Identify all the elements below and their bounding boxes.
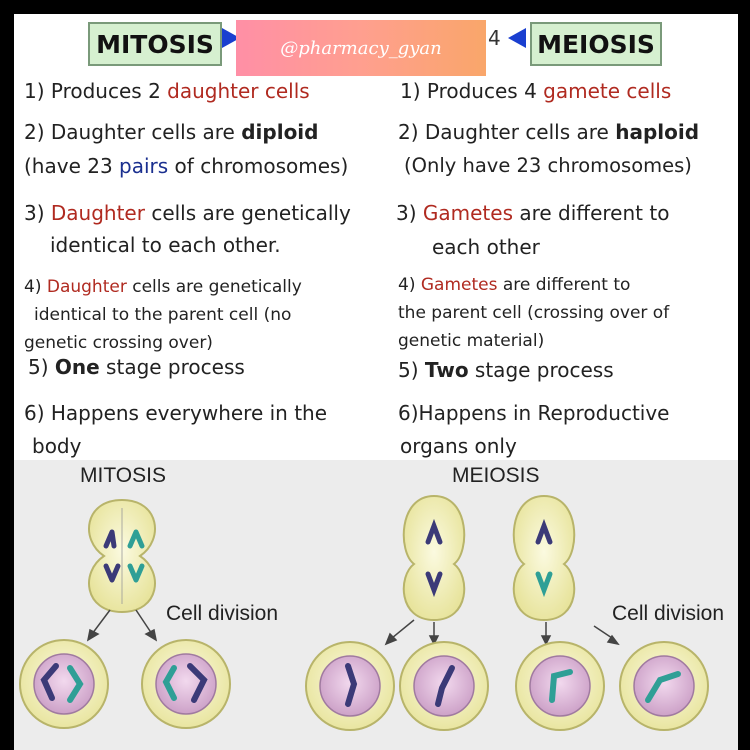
mitosis-parent-cell <box>88 498 156 614</box>
text: 5) <box>28 355 55 379</box>
highlight: daughter cells <box>167 79 310 103</box>
mitosis-point-1: 1) Produces 2 daughter cells <box>24 78 310 104</box>
text: of chromosomes) <box>168 154 349 178</box>
text: 4) <box>398 275 421 295</box>
mitosis-point-4: 4) Daughter cells are genetically <box>24 276 302 298</box>
marker-number: 4 <box>488 26 501 50</box>
bold-term: One <box>54 355 100 379</box>
mitosis-point-2-note: (have 23 pairs of chromosomes) <box>24 153 348 179</box>
bold-term: haploid <box>615 120 700 144</box>
text: stage process <box>99 355 245 379</box>
text: 1) Produces 2 <box>24 79 168 103</box>
meiosis-point-6-line-2: organs only <box>400 434 517 458</box>
highlight: Daughter <box>50 201 145 225</box>
meiosis-title: MEIOSIS <box>530 22 662 66</box>
meiosis-point-4: 4) Gametes are different to <box>398 274 630 296</box>
text: cells are genetically <box>126 277 302 297</box>
diagram-meiosis-label: MEIOSIS <box>452 464 540 487</box>
mitosis-daughter-cell-2 <box>141 639 231 729</box>
bold-term: Two <box>424 358 469 382</box>
meiosis-gamete-3 <box>515 641 605 731</box>
meiosis-point-6: 6)Happens in Reproductive <box>398 401 670 425</box>
text: are different to <box>497 275 631 295</box>
mitosis-daughter-cell-1 <box>19 639 109 729</box>
mitosis-point-4-line-3: genetic crossing over) <box>24 333 213 353</box>
meiosis-parent-cell-1 <box>402 494 466 622</box>
left-border <box>0 0 14 750</box>
mitosis-point-6: 6) Happens everywhere in the <box>24 401 328 425</box>
meiosis-point-2-note: (Only have 23 chromosomes) <box>404 154 692 177</box>
text: 3) <box>24 201 51 225</box>
highlight: Gametes <box>422 201 513 225</box>
right-border <box>738 0 750 750</box>
highlight: Daughter <box>46 277 127 297</box>
text: 2) Daughter cells are <box>398 120 616 144</box>
text: 5) <box>398 358 425 382</box>
left-arrow-icon <box>508 28 526 48</box>
meiosis-point-4-line-3: genetic material) <box>398 331 545 351</box>
meiosis-point-4-line-2: the parent cell (crossing over of <box>398 303 670 323</box>
mitosis-point-3-line-2: identical to each other. <box>50 233 281 257</box>
cell-division-label-right: Cell division <box>612 602 725 625</box>
mitosis-point-2: 2) Daughter cells are diploid <box>24 119 318 145</box>
meiosis-point-3-line-2: each other <box>432 235 540 259</box>
bold-term: diploid <box>241 120 319 144</box>
text: are different to <box>513 201 670 225</box>
highlight: pairs <box>119 154 169 178</box>
meiosis-point-1: 1) Produces 4 gamete cells <box>400 78 671 104</box>
cell-division-diagram: MITOSIS MEIOSIS Cell division Cell divis… <box>14 460 738 750</box>
right-arrow-icon <box>222 28 240 48</box>
meiosis-gamete-4 <box>619 641 709 731</box>
highlight: gamete cells <box>543 79 672 103</box>
text: 2) Daughter cells are <box>24 120 242 144</box>
mitosis-title: MITOSIS <box>88 22 222 66</box>
mitosis-point-3: 3) Daughter cells are genetically <box>24 200 351 226</box>
top-border <box>0 0 750 14</box>
text: 1) Produces 4 <box>400 79 544 103</box>
meiosis-point-3: 3) Gametes are different to <box>396 200 669 226</box>
text: stage process <box>468 358 614 382</box>
meiosis-point-2: 2) Daughter cells are haploid <box>398 119 699 145</box>
cell-division-label-left: Cell division <box>166 602 279 625</box>
mitosis-point-5: 5) One stage process <box>28 354 245 380</box>
mitosis-point-6-line-2: body <box>32 434 82 458</box>
text: 3) <box>396 201 423 225</box>
meiosis-parent-cell-2 <box>512 494 576 622</box>
highlight: Gametes <box>420 275 498 295</box>
cell-illustrations <box>19 494 709 731</box>
text: 4) <box>24 277 47 297</box>
meiosis-gamete-1 <box>305 641 395 731</box>
text: (have 23 <box>24 154 120 178</box>
meiosis-gamete-2 <box>399 641 489 731</box>
meiosis-point-5: 5) Two stage process <box>398 357 614 383</box>
division-arrows <box>86 609 620 646</box>
watermark-banner: @pharmacy_gyan <box>236 20 486 76</box>
diagram-mitosis-label: MITOSIS <box>80 464 166 487</box>
text: cells are genetically <box>144 201 351 225</box>
mitosis-point-4-line-2: identical to the parent cell (no <box>34 305 292 325</box>
